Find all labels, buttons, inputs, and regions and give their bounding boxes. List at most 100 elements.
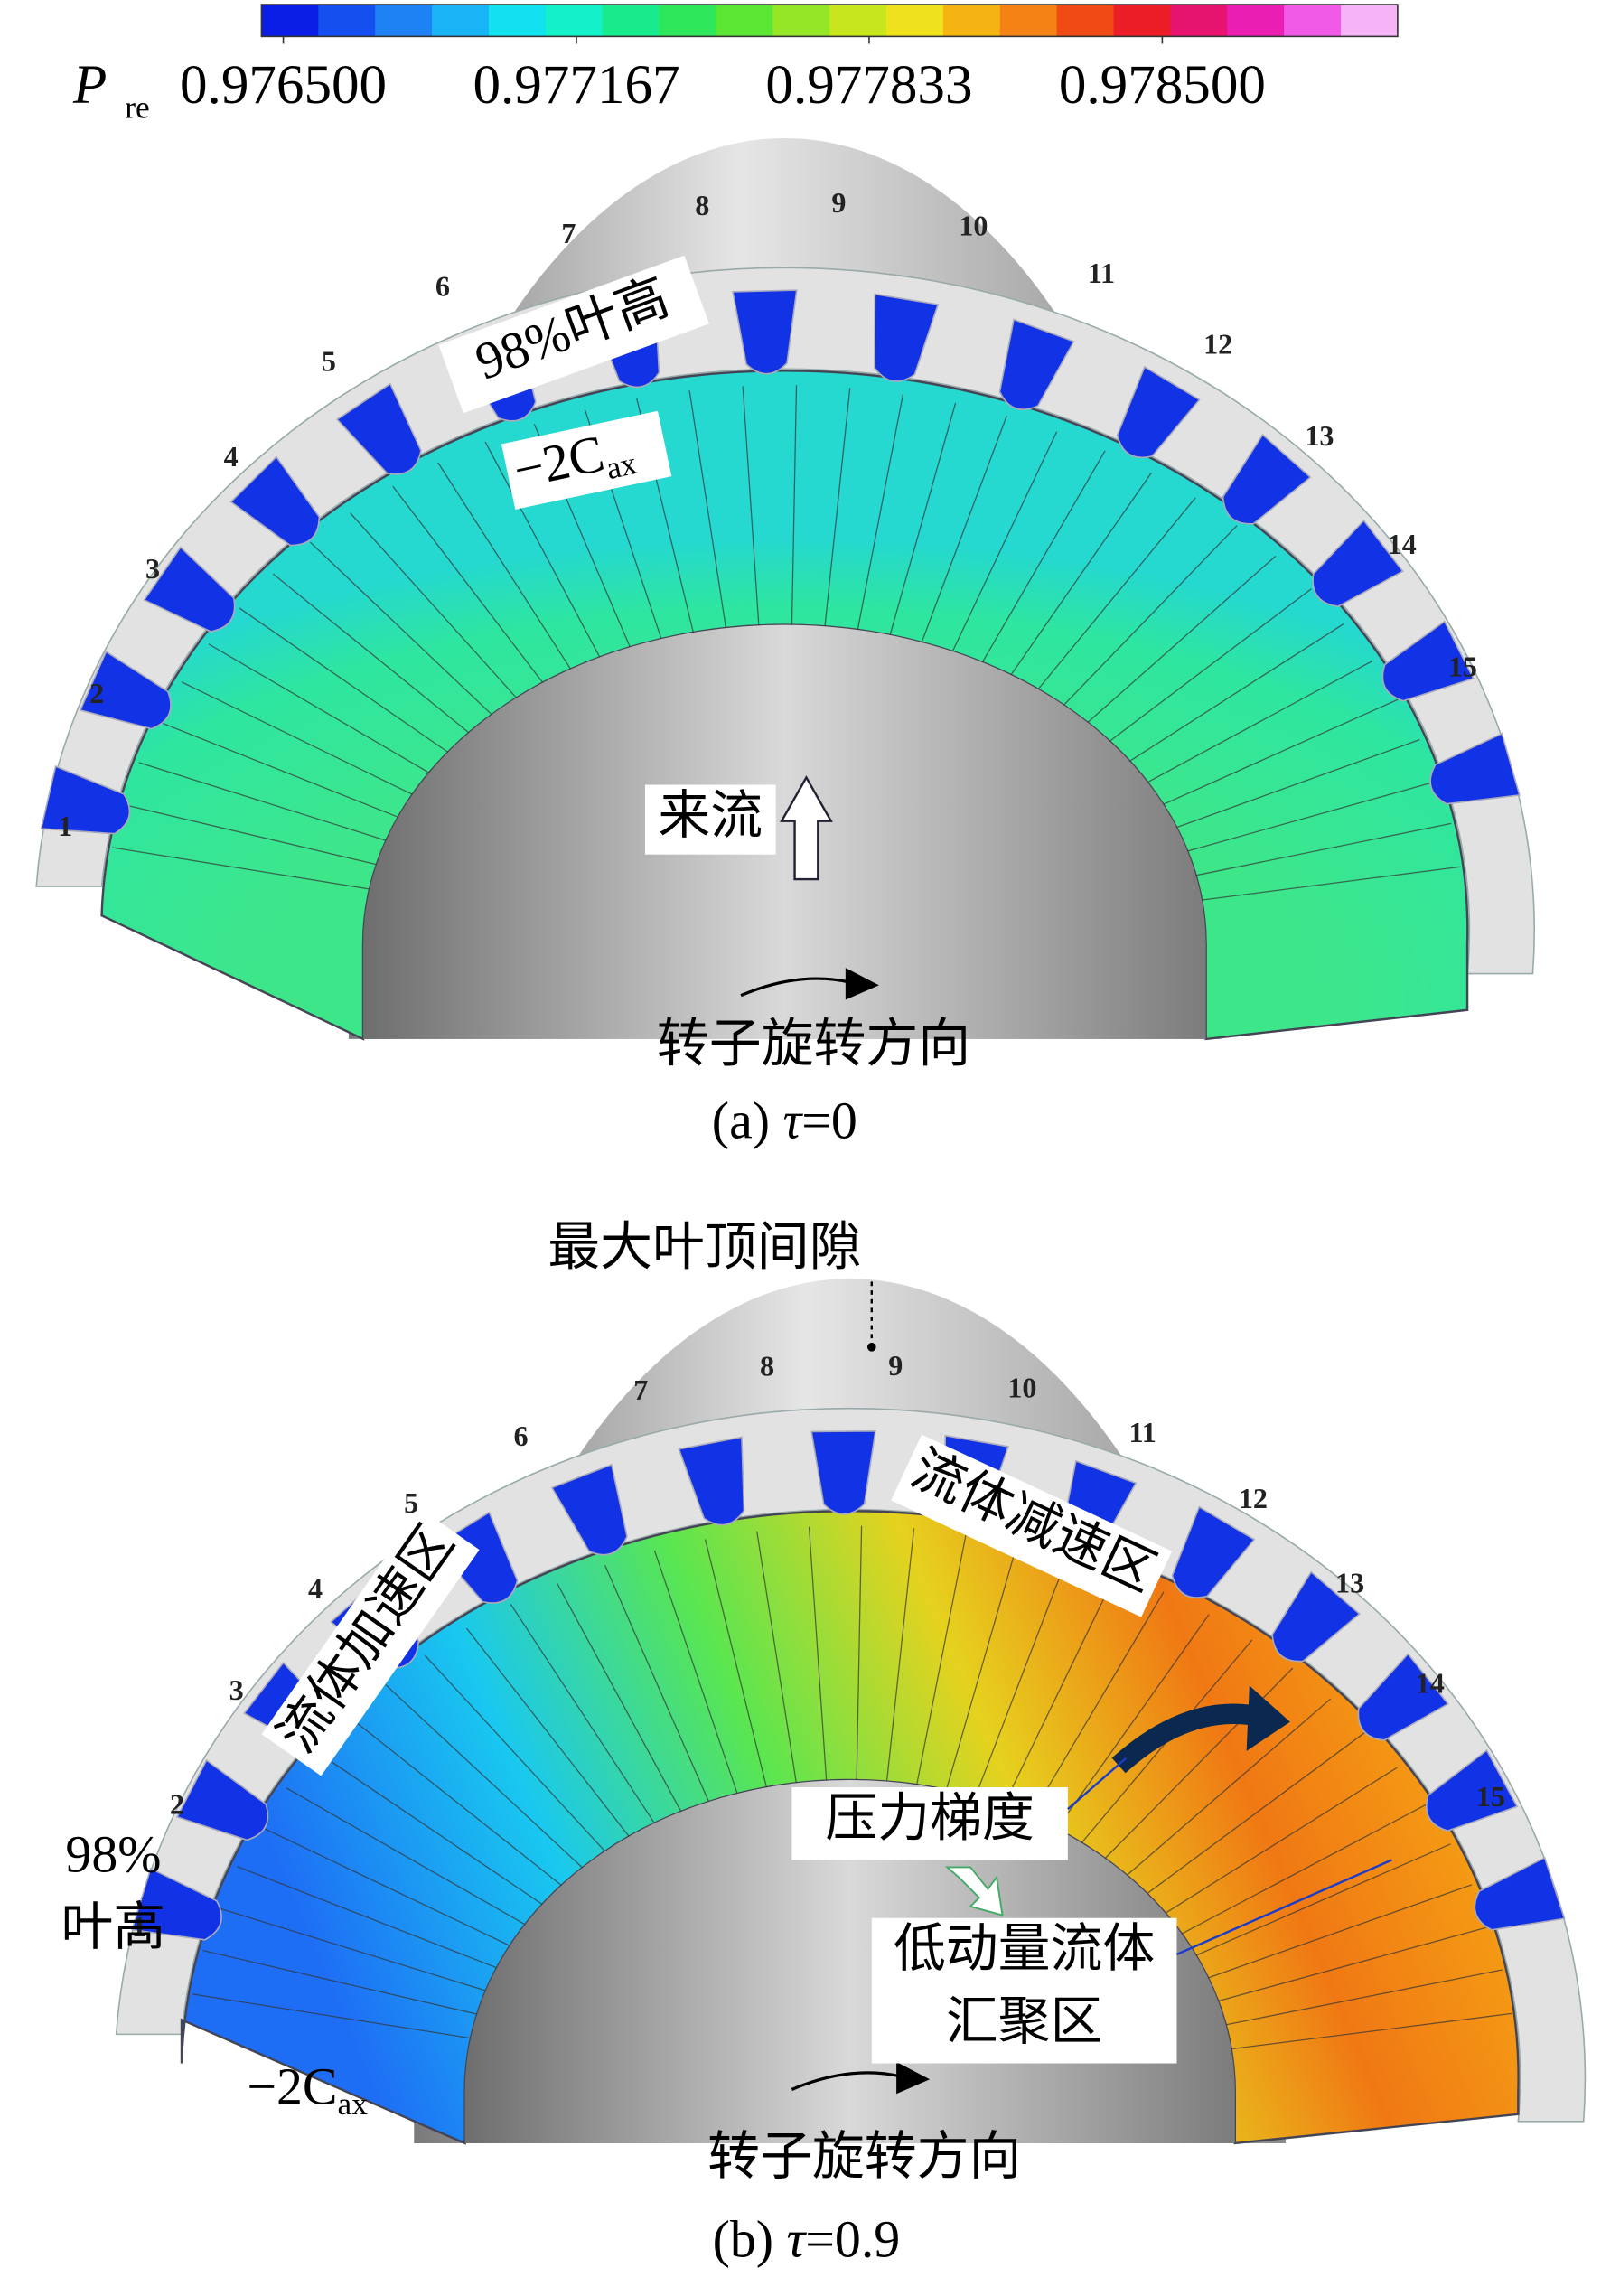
- streamline: [1175, 738, 1420, 829]
- caption: (b) τ=0.9: [713, 2210, 901, 2269]
- streamline: [1147, 660, 1373, 783]
- streamline: [808, 1526, 828, 1781]
- streamline: [704, 1539, 768, 1788]
- streamline: [424, 1654, 606, 1852]
- blade-number: 5: [404, 1486, 418, 1519]
- streamline: [385, 1684, 584, 1869]
- blade: [1381, 620, 1475, 702]
- blade: [874, 293, 940, 382]
- streamline: [653, 1550, 738, 1795]
- colorbar-swatch: [942, 5, 1001, 37]
- streamline: [1187, 780, 1438, 852]
- colorbar-swatch: [1341, 5, 1399, 37]
- streamline: [202, 1950, 478, 2015]
- blade-number: 2: [170, 1787, 184, 1820]
- plane-label-subscript: ax: [603, 445, 640, 486]
- blade: [1116, 365, 1201, 459]
- leader: [1067, 1757, 1127, 1811]
- streamline: [1181, 1804, 1427, 1935]
- streamline: [272, 573, 470, 734]
- leader: [1175, 1859, 1392, 1956]
- blade-number: 11: [1128, 1416, 1156, 1448]
- rotation-arrow: [740, 977, 851, 998]
- blade-number: 10: [1007, 1372, 1036, 1404]
- blade-number: 8: [695, 189, 709, 221]
- streamline: [1087, 555, 1277, 724]
- pressure-gradient-label: 压力梯度: [825, 1788, 1035, 1847]
- rotation-label: 转子旋转方向: [707, 2127, 1021, 2186]
- streamline: [1063, 525, 1238, 706]
- colorbar-swatch: [602, 5, 660, 37]
- streamline: [742, 386, 760, 626]
- streamline: [1207, 1884, 1473, 1979]
- blade-number: 13: [1305, 419, 1334, 452]
- streamline: [974, 1556, 1069, 1798]
- caption: (a) τ=0: [712, 1092, 857, 1150]
- blade: [1357, 1653, 1449, 1741]
- blade-number: 14: [1388, 528, 1417, 560]
- blade-number: 6: [435, 269, 450, 302]
- streamline: [1126, 1698, 1332, 1877]
- streamline: [1030, 1591, 1165, 1817]
- blade: [732, 289, 798, 375]
- blade-number: 6: [514, 1420, 529, 1452]
- colorbar-swatch: [432, 5, 490, 37]
- rotation-arrowhead: [845, 968, 879, 1000]
- streamline: [239, 607, 449, 754]
- streamline: [315, 1750, 543, 1906]
- colorbar-swatch: [375, 5, 433, 37]
- blade: [998, 318, 1075, 410]
- colorbar-symbol: P: [72, 55, 107, 116]
- streamline: [309, 541, 492, 716]
- colorbar-swatch: [261, 5, 320, 37]
- streamline: [158, 720, 398, 818]
- streamline: [885, 1528, 915, 1782]
- streamline: [1010, 472, 1152, 676]
- blade: [175, 1758, 269, 1841]
- gradient-arrowhead: [1246, 1685, 1290, 1751]
- label-box: [261, 1508, 480, 1776]
- blade-number: 1: [132, 1910, 146, 1943]
- blade-number: 8: [760, 1350, 774, 1382]
- streamline: [1195, 1843, 1451, 1956]
- rotation-label: 转子旋转方向: [657, 1014, 970, 1073]
- streamline: [856, 1525, 863, 1781]
- streamline: [465, 1627, 630, 1837]
- colorbar-swatch: [716, 5, 774, 37]
- blade: [143, 546, 236, 633]
- streamline: [1231, 2012, 1512, 2050]
- streamline: [921, 415, 1007, 643]
- caption-prefix: (b): [713, 2210, 787, 2269]
- blade: [229, 455, 321, 547]
- blade: [1222, 433, 1312, 525]
- streamline: [857, 393, 904, 631]
- caption-prefix: (a): [712, 1092, 783, 1150]
- colorbar-swatch: [829, 5, 887, 37]
- streamline: [1225, 1969, 1503, 2026]
- streamline: [791, 385, 798, 625]
- streamline: [437, 462, 572, 670]
- streamline: [259, 1825, 510, 1946]
- streamline: [756, 1531, 798, 1784]
- blade: [1171, 1505, 1256, 1598]
- streamline: [824, 388, 851, 627]
- blade: [1429, 732, 1521, 805]
- streamline: [138, 762, 387, 841]
- streamline: [237, 1866, 498, 1969]
- caption-symbol: τ: [783, 1092, 804, 1150]
- blade-number: 15: [1476, 1780, 1505, 1813]
- colorbar-swatch: [488, 5, 547, 37]
- blade-number: 1: [58, 810, 72, 842]
- blade-number: 5: [322, 345, 336, 378]
- streamline: [181, 681, 413, 795]
- blade-number: 3: [229, 1673, 244, 1706]
- streamline: [1202, 866, 1461, 901]
- low-momentum-label: 汇聚区: [946, 1992, 1103, 2051]
- blade: [131, 1867, 222, 1941]
- colorbar-tick-label: 0.977167: [473, 55, 679, 116]
- blade-number: 2: [89, 677, 104, 709]
- blade-number: 12: [1239, 1482, 1268, 1514]
- colorbar-swatch: [1284, 5, 1342, 37]
